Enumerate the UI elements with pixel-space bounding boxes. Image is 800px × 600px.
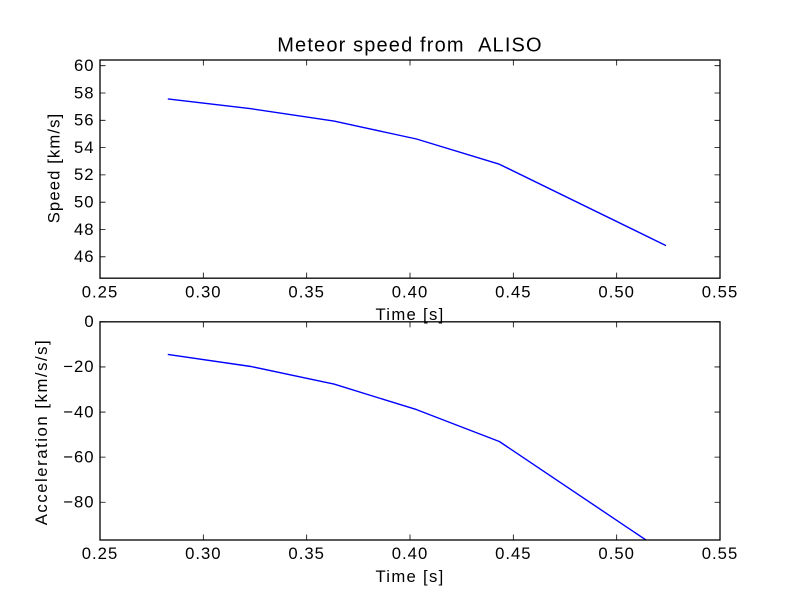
svg-text:−40: −40 [63, 402, 94, 421]
svg-text:0.45: 0.45 [495, 282, 531, 301]
svg-text:−20: −20 [63, 357, 94, 376]
svg-text:Meteor speed from ALISO: Meteor speed from ALISO [277, 34, 542, 56]
svg-text:0.25: 0.25 [82, 282, 118, 301]
svg-text:0.35: 0.35 [288, 282, 324, 301]
svg-text:0.30: 0.30 [185, 544, 221, 563]
svg-text:0.25: 0.25 [82, 544, 118, 563]
svg-text:54: 54 [74, 138, 95, 157]
svg-text:−60: −60 [63, 447, 94, 466]
svg-text:56: 56 [74, 111, 95, 130]
svg-text:Time [s]: Time [s] [375, 305, 444, 324]
svg-text:0.40: 0.40 [392, 282, 428, 301]
svg-text:0.40: 0.40 [392, 544, 428, 563]
svg-text:50: 50 [74, 193, 95, 212]
svg-text:0.45: 0.45 [495, 544, 531, 563]
svg-text:0.55: 0.55 [702, 282, 738, 301]
svg-text:0.30: 0.30 [185, 282, 221, 301]
svg-text:60: 60 [74, 56, 95, 75]
svg-text:58: 58 [74, 83, 95, 102]
svg-text:48: 48 [74, 220, 95, 239]
svg-text:−80: −80 [63, 493, 94, 512]
svg-text:0.50: 0.50 [598, 282, 634, 301]
svg-text:0: 0 [84, 312, 94, 331]
svg-text:52: 52 [74, 165, 95, 184]
svg-text:46: 46 [74, 247, 95, 266]
svg-text:0.55: 0.55 [702, 544, 738, 563]
svg-text:Speed [km/s]: Speed [km/s] [45, 113, 64, 224]
svg-text:0.35: 0.35 [288, 544, 324, 563]
svg-text:Acceleration [km/s/s]: Acceleration [km/s/s] [32, 339, 51, 526]
svg-text:0.50: 0.50 [598, 544, 634, 563]
svg-text:Time [s]: Time [s] [375, 567, 444, 586]
